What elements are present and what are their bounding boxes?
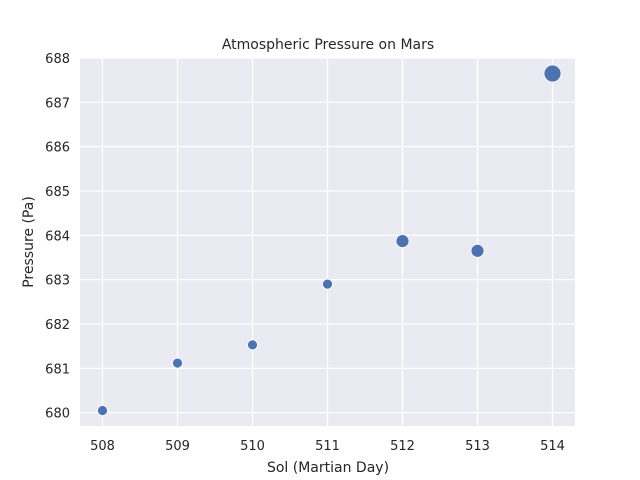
x-axis-label: Sol (Martian Day): [267, 460, 389, 476]
data-point: [322, 278, 333, 290]
data-point: [172, 357, 183, 369]
y-axis-ticks: 680 681 682 683 684 685 686 687 688: [45, 52, 70, 422]
data-point: [97, 405, 108, 416]
y-tick-label: 683: [45, 274, 70, 289]
y-tick-label: 685: [45, 185, 70, 200]
y-tick-label: 682: [45, 318, 70, 333]
y-axis-label: Pressure (Pa): [21, 196, 37, 288]
data-point: [470, 243, 485, 258]
data-point: [395, 234, 410, 249]
y-tick-label: 687: [45, 96, 70, 111]
x-tick-label: 513: [465, 439, 490, 454]
y-tick-label: 688: [45, 52, 70, 67]
y-tick-label: 684: [45, 229, 70, 244]
x-tick-label: 511: [315, 439, 340, 454]
y-tick-label: 686: [45, 141, 70, 156]
x-tick-label: 510: [240, 439, 265, 454]
x-tick-label: 509: [165, 439, 190, 454]
data-points: [97, 64, 562, 416]
x-tick-label: 508: [90, 439, 115, 454]
x-tick-label: 514: [540, 439, 565, 454]
data-point: [543, 64, 562, 83]
y-tick-label: 680: [45, 407, 70, 422]
x-axis-ticks: 508 509 510 511 512 513 514: [90, 439, 565, 454]
y-tick-label: 681: [45, 362, 70, 377]
data-point: [247, 339, 258, 351]
chart-title: Atmospheric Pressure on Mars: [222, 37, 434, 53]
x-tick-label: 512: [390, 439, 415, 454]
